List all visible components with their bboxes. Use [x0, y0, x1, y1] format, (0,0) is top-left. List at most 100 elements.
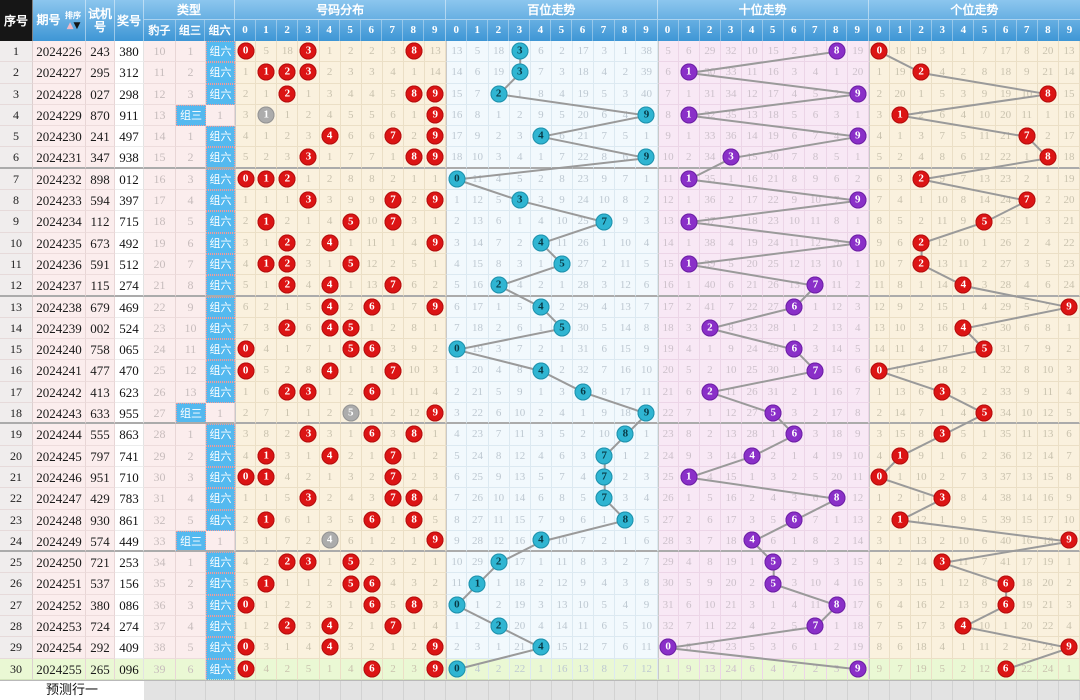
trend-cell: 2 [699, 360, 721, 382]
prediction-input-cell[interactable] [953, 681, 975, 700]
baozi-miss-cell: 18 [144, 211, 176, 233]
period-cell: 2024231 [33, 147, 86, 169]
trend-cell: 2 [974, 381, 996, 404]
prediction-input-cell[interactable] [425, 681, 447, 700]
prediction-input-cell[interactable] [277, 681, 299, 700]
header-digit: 9 [643, 24, 649, 36]
prediction-input-cell[interactable] [678, 681, 700, 700]
prediction-input-cell[interactable] [551, 681, 573, 700]
trend-cell: 13 [446, 41, 468, 63]
prediction-input-cell[interactable] [206, 681, 235, 700]
trend-cell: 2 [509, 232, 531, 254]
prediction-input-cell[interactable] [340, 681, 362, 700]
trend-cell: 15 [1058, 83, 1080, 105]
prediction-input-cell[interactable] [298, 681, 320, 700]
trend-cell: 10 [467, 147, 489, 169]
trend-cell: 1 [361, 445, 383, 467]
trend-cell: 3 [889, 573, 911, 595]
trend-cell: 4 [615, 104, 637, 127]
prediction-input-cell[interactable] [868, 681, 890, 700]
prediction-input-cell[interactable] [144, 681, 176, 700]
trend-cell: 1 [889, 466, 911, 489]
trend-cell: 9 [868, 232, 890, 254]
trend-cell: 5 [340, 253, 362, 276]
sort-desc-icon[interactable]: ▼ [73, 20, 81, 31]
prediction-input-cell[interactable] [742, 681, 764, 700]
prediction-input-cell[interactable] [699, 681, 721, 700]
trend-cell: 2 [763, 445, 785, 467]
ball-4: 4 [532, 638, 550, 656]
trend-cell: 29 [467, 552, 489, 574]
prediction-input-cell[interactable] [467, 681, 489, 700]
prediction-input-cell[interactable] [826, 681, 848, 700]
trend-cell: 12 [847, 488, 869, 510]
prediction-input-cell[interactable] [446, 681, 468, 700]
trend-cell: 31 [995, 339, 1017, 361]
prediction-input-cell[interactable] [784, 681, 806, 700]
prediction-input-cell[interactable] [974, 681, 996, 700]
header-section-3: 个位走势 0 1 2 3 4 5 6 7 8 9 [868, 0, 1080, 41]
prediction-input-cell[interactable] [530, 681, 552, 700]
prediction-input-cell[interactable] [404, 681, 426, 700]
prediction-input-cell[interactable] [889, 681, 911, 700]
prediction-input-cell[interactable] [509, 681, 531, 700]
prediction-input-cell[interactable] [1016, 681, 1038, 700]
prize-number-cell: 086 [115, 594, 144, 617]
prediction-input-cell[interactable] [256, 681, 278, 700]
trend-cell: 20 [763, 147, 785, 169]
trend-cell: 18 [1016, 573, 1038, 595]
prediction-input-cell[interactable] [361, 681, 383, 700]
trend-cell: 6 [847, 360, 869, 382]
trend-cell: 7 [678, 403, 700, 425]
trend-cell: 6 [995, 658, 1017, 680]
prediction-input-cell[interactable] [1058, 681, 1080, 700]
prediction-input-cell[interactable] [805, 681, 827, 700]
prediction-input-cell[interactable] [1037, 681, 1059, 700]
trend-cell: 38 [699, 232, 721, 254]
test-number-cell: 951 [86, 466, 115, 489]
trend-cell: 6 [361, 424, 383, 446]
trend-cell: 4 [551, 83, 573, 105]
prediction-input-cell[interactable] [995, 681, 1017, 700]
prediction-input-cell[interactable] [615, 681, 637, 700]
prediction-input-cell[interactable] [657, 681, 679, 700]
trend-cell: 4 [319, 445, 341, 467]
trend-cell: 1 [425, 552, 447, 574]
prediction-input-cell[interactable] [176, 681, 206, 700]
header-prize-number: 奖号 [115, 0, 144, 41]
sort-asc-icon[interactable]: ▲ [66, 20, 74, 31]
trend-cell: 4 [319, 104, 341, 127]
trend-cell: 2 [277, 552, 299, 574]
prediction-input-cell[interactable] [932, 681, 954, 700]
trend-cell: 20 [995, 104, 1017, 127]
trend-cell: 2 [298, 104, 320, 127]
prediction-input-cell[interactable] [573, 681, 595, 700]
trend-cell: 13 [974, 168, 996, 191]
ball-9: 9 [849, 85, 867, 103]
trend-cell: 1 [530, 381, 552, 404]
ball-4: 4 [954, 617, 972, 635]
prediction-input-cell[interactable] [382, 681, 404, 700]
prediction-input-cell[interactable] [594, 681, 616, 700]
prediction-input-cell[interactable] [235, 681, 257, 700]
prediction-input-cell[interactable] [911, 681, 933, 700]
trend-cell: 6 [699, 509, 721, 531]
trend-cell: 8 [636, 573, 658, 595]
header-section-label: 号码分布 [235, 0, 446, 20]
prediction-input-cell[interactable] [763, 681, 785, 700]
trend-cell: 8 [974, 573, 996, 595]
prediction-input-cell[interactable] [847, 681, 869, 700]
ball-3: 3 [722, 148, 740, 166]
trend-cell: 3 [340, 637, 362, 659]
sort-control[interactable]: 排序 ▲▼ [64, 11, 82, 31]
trend-cell: 2 [911, 296, 933, 318]
ball-0: 0 [448, 170, 466, 188]
trend-cell: 11 [805, 594, 827, 617]
prediction-input-cell[interactable] [488, 681, 510, 700]
prediction-input-cell[interactable] [319, 681, 341, 700]
trend-cell: 41 [995, 552, 1017, 574]
header-digit: 8 [1038, 20, 1059, 41]
prediction-input-cell[interactable] [720, 681, 742, 700]
header-digit: 3 [721, 20, 742, 41]
prediction-input-cell[interactable] [636, 681, 658, 700]
